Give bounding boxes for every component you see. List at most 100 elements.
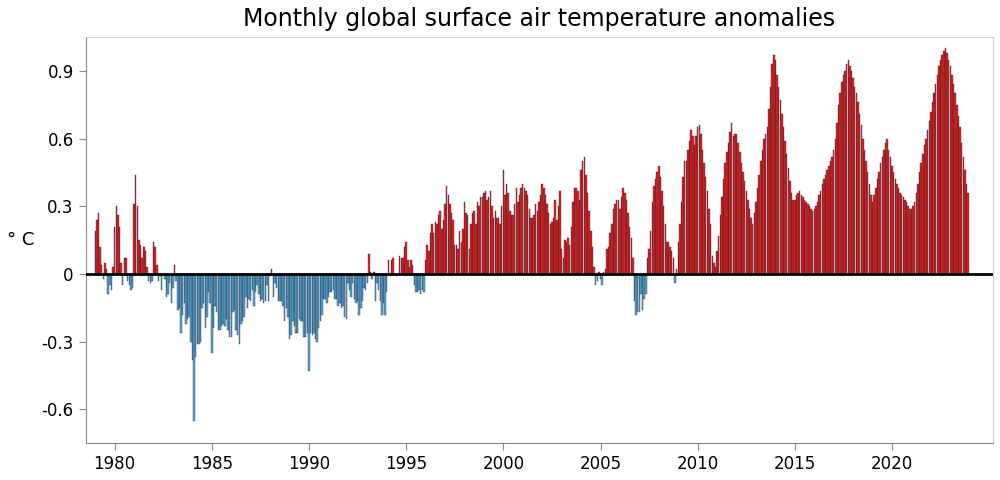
Bar: [839, 94, 841, 274]
Bar: [754, 213, 755, 274]
Bar: [548, 213, 549, 274]
Bar: [473, 211, 475, 274]
Bar: [836, 123, 838, 274]
Bar: [341, 274, 342, 308]
Bar: [909, 208, 911, 274]
Bar: [203, 274, 204, 303]
Bar: [878, 172, 880, 274]
Bar: [763, 139, 765, 274]
Bar: [776, 75, 778, 274]
Bar: [106, 269, 107, 274]
Bar: [888, 150, 889, 274]
Bar: [762, 150, 763, 274]
Bar: [715, 267, 716, 274]
Bar: [480, 197, 481, 274]
Bar: [825, 175, 826, 274]
Bar: [875, 188, 877, 274]
Bar: [498, 217, 499, 274]
Bar: [898, 188, 899, 274]
Bar: [478, 206, 480, 274]
Bar: [757, 188, 758, 274]
Bar: [849, 66, 851, 274]
Bar: [551, 222, 553, 274]
Bar: [692, 136, 694, 274]
Bar: [556, 220, 558, 274]
Bar: [724, 163, 726, 274]
Bar: [533, 216, 535, 274]
Bar: [166, 274, 167, 297]
Bar: [295, 274, 297, 333]
Bar: [111, 274, 112, 290]
Bar: [912, 206, 914, 274]
Bar: [760, 161, 762, 274]
Bar: [402, 258, 404, 274]
Bar: [903, 197, 904, 274]
Bar: [882, 156, 883, 274]
Bar: [401, 258, 402, 274]
Bar: [953, 84, 954, 274]
Bar: [703, 163, 705, 274]
Bar: [535, 204, 536, 274]
Bar: [151, 274, 153, 281]
Bar: [310, 274, 311, 333]
Bar: [767, 127, 768, 274]
Bar: [924, 145, 925, 274]
Bar: [284, 274, 285, 322]
Bar: [792, 200, 794, 274]
Bar: [652, 202, 653, 274]
Bar: [503, 170, 504, 274]
Bar: [294, 274, 295, 326]
Bar: [593, 267, 595, 274]
Bar: [618, 200, 619, 274]
Bar: [933, 94, 935, 274]
Bar: [486, 200, 488, 274]
Bar: [268, 274, 269, 301]
Bar: [846, 64, 847, 274]
Bar: [690, 130, 692, 274]
Bar: [171, 274, 172, 303]
Bar: [597, 274, 598, 281]
Bar: [737, 143, 739, 274]
Bar: [938, 66, 940, 274]
Bar: [448, 195, 449, 274]
Bar: [158, 274, 159, 281]
Bar: [632, 258, 634, 274]
Bar: [446, 186, 447, 274]
Bar: [700, 134, 702, 274]
Bar: [631, 238, 632, 274]
Bar: [517, 202, 519, 274]
Bar: [873, 195, 875, 274]
Bar: [472, 213, 473, 274]
Bar: [138, 240, 140, 274]
Bar: [616, 200, 617, 274]
Bar: [538, 202, 540, 274]
Bar: [501, 206, 502, 274]
Bar: [412, 265, 413, 274]
Bar: [689, 141, 690, 274]
Bar: [877, 179, 878, 274]
Bar: [315, 274, 316, 339]
Bar: [848, 60, 849, 274]
Bar: [261, 274, 263, 299]
Bar: [588, 211, 590, 274]
Bar: [420, 274, 421, 294]
Bar: [252, 274, 253, 290]
Bar: [209, 274, 211, 303]
Bar: [323, 274, 324, 299]
Bar: [423, 274, 425, 292]
Bar: [318, 274, 319, 328]
Bar: [752, 224, 753, 274]
Bar: [511, 216, 512, 274]
Bar: [941, 55, 943, 274]
Bar: [758, 175, 760, 274]
Bar: [622, 188, 624, 274]
Bar: [289, 274, 290, 339]
Bar: [415, 274, 417, 292]
Bar: [841, 82, 843, 274]
Bar: [282, 274, 284, 306]
Bar: [222, 274, 224, 324]
Title: Monthly global surface air temperature anomalies: Monthly global surface air temperature a…: [243, 7, 835, 31]
Bar: [456, 245, 457, 274]
Bar: [577, 191, 579, 274]
Bar: [606, 249, 608, 274]
